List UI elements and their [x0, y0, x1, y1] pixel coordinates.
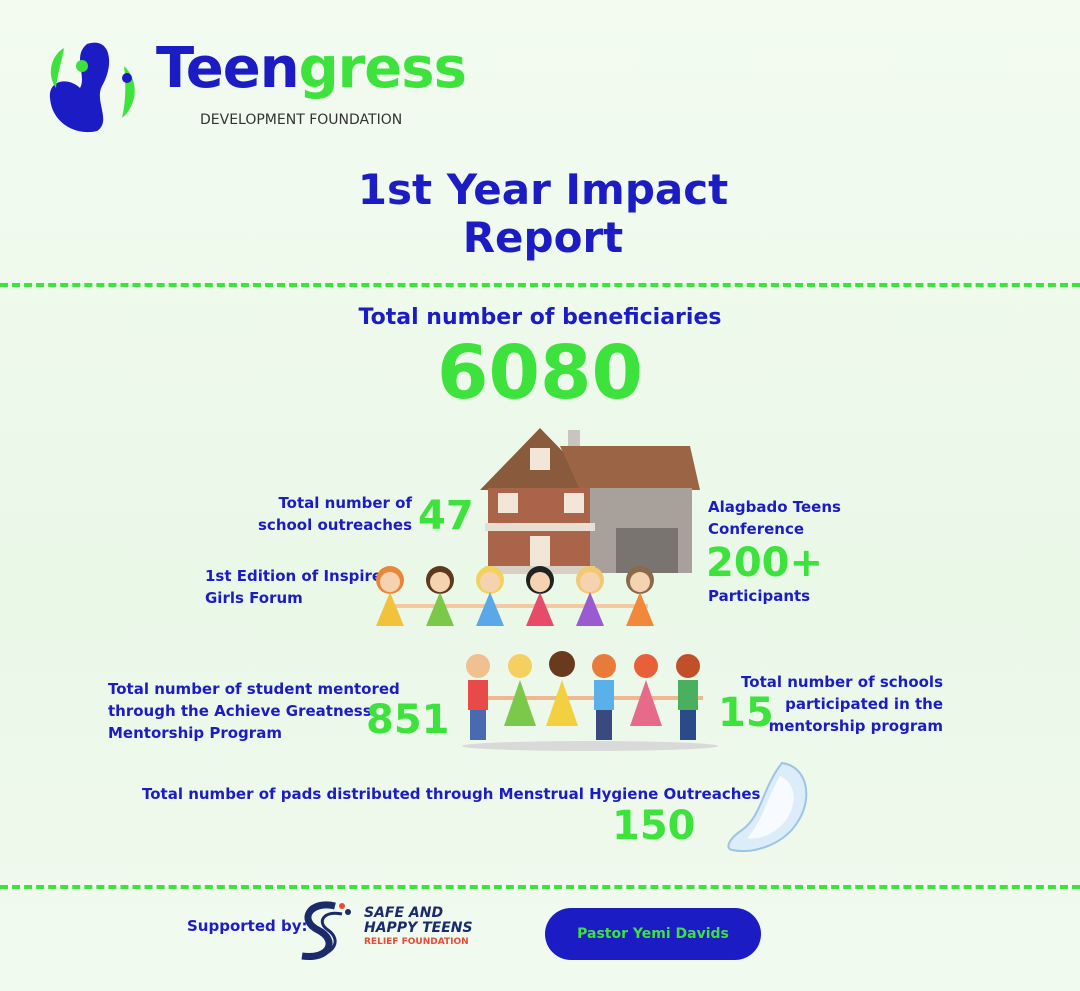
- label-line: Total number of schools: [741, 673, 943, 691]
- stat-value: 150: [612, 803, 696, 849]
- label-line: Total number of pads distributed through…: [142, 785, 761, 803]
- stat-label: Total number of schools participated in …: [700, 671, 943, 737]
- stat-label: Total number of student mentored through…: [108, 678, 400, 744]
- divider: [0, 283, 1080, 287]
- title-line: Report: [462, 213, 624, 262]
- logo-icon: [49, 42, 135, 133]
- stat-label: Total number of pads distributed through…: [142, 783, 761, 805]
- stat-label: 1st Edition of Inspire Girls Forum: [205, 565, 382, 609]
- brand-subtitle: DEVELOPMENT FOUNDATION: [200, 112, 403, 128]
- label-line: Total number of: [278, 494, 412, 512]
- supported-by: Supported by:: [187, 917, 308, 935]
- sponsor-line: RELIEF FOUNDATION: [364, 937, 469, 947]
- pad-illustration: [727, 761, 808, 852]
- label-line: through the Achieve Greatness: [108, 702, 372, 720]
- girls-illustration: [376, 566, 654, 626]
- label-line: school outreaches: [258, 516, 412, 534]
- title-line: 1st Year Impact: [357, 165, 729, 214]
- house-illustration: [480, 428, 700, 574]
- stat-note: Participants: [708, 587, 811, 605]
- total-label: Total number of beneficiaries: [358, 305, 722, 330]
- person-badge: Pastor Yemi Davids: [545, 908, 761, 960]
- label-line: Total number of student mentored: [108, 680, 400, 698]
- label-line: 1st Edition of Inspire: [205, 567, 383, 585]
- label-line: Alagbado Teens: [708, 498, 841, 516]
- stat-value: 200+: [706, 540, 824, 586]
- sponsor-line: SAFE AND: [364, 905, 444, 921]
- total-value: 6080: [437, 330, 643, 416]
- sponsor-name: SAFE AND HAPPY TEENS RELIEF FOUNDATION: [364, 906, 473, 948]
- sponsor-line: HAPPY TEENS: [364, 920, 473, 936]
- kids-illustration: [462, 651, 718, 751]
- brand: Teengress: [156, 36, 467, 101]
- label-line: mentorship program: [768, 717, 943, 735]
- divider: [0, 885, 1080, 889]
- label-line: Conference: [708, 520, 805, 538]
- stat-value: 851: [366, 697, 450, 743]
- stat-value: 15: [718, 690, 774, 736]
- brand-part: gress: [298, 36, 467, 101]
- stat-label: Alagbado Teens Conference: [708, 496, 841, 540]
- label-line: Girls Forum: [205, 589, 303, 607]
- label-line: Mentorship Program: [108, 724, 282, 742]
- title: 1st Year Impact Report: [0, 166, 1080, 262]
- stat-label: Total number of school outreaches: [200, 492, 412, 536]
- label-line: participated in the: [785, 695, 943, 713]
- sponsor-logo: [301, 901, 351, 960]
- brand-part: Teen: [156, 36, 300, 101]
- stat-value: 47: [418, 493, 474, 539]
